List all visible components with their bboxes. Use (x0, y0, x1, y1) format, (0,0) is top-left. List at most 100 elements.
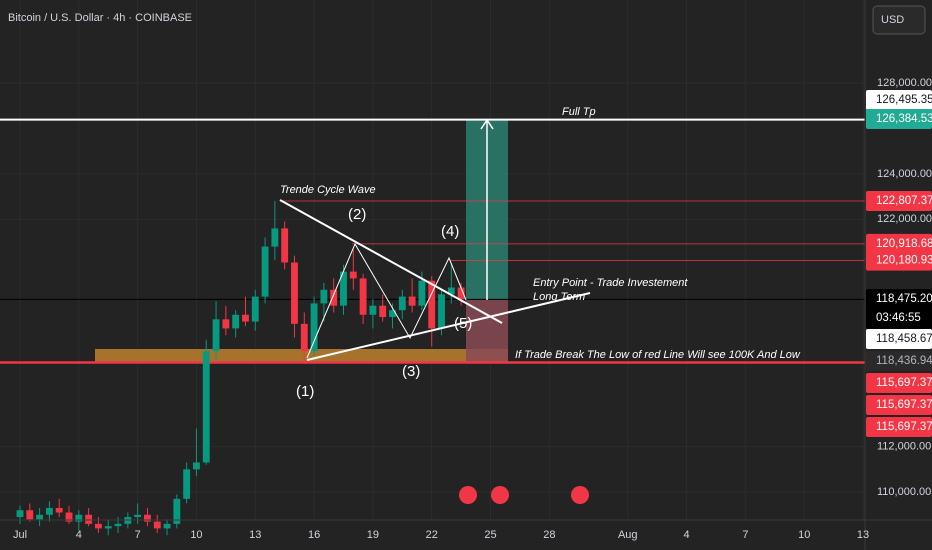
candle-body (438, 294, 445, 329)
candle-body (65, 512, 73, 522)
x-tick-label: 10 (190, 529, 202, 541)
price-tag-label: 118,436.94 (876, 355, 932, 367)
x-tick-label: 16 (308, 529, 320, 541)
candle-body (408, 296, 416, 306)
x-tick-label: 25 (484, 529, 496, 541)
candle-body (16, 510, 24, 518)
candle-body (144, 514, 151, 522)
candles (16, 200, 465, 536)
annotations: Trende Cycle Wave (1) (2) (3) (4) (5) Fu… (280, 106, 801, 400)
y-tick-label: 128,000.00 (877, 77, 932, 89)
event-icon (571, 486, 589, 504)
candle-body (183, 469, 191, 499)
candle-body (291, 262, 298, 324)
levels (0, 118, 865, 364)
candle-body (26, 510, 34, 520)
price-tag-label: 115,697.37 (876, 421, 932, 433)
candle-body (242, 314, 249, 322)
stop-zone (466, 300, 508, 362)
currency-button[interactable] (872, 5, 926, 35)
price-tag (866, 190, 932, 211)
countdown: 03:46:55 (876, 312, 921, 324)
candle-body (36, 514, 44, 520)
price-tag-label: 122,807.37 (876, 195, 932, 207)
price-tag-label: 126,495.35 (876, 94, 932, 106)
annotation: Full Tp (562, 106, 596, 118)
x-tick-label: 4 (76, 529, 82, 541)
x-tick-label: 13 (857, 529, 869, 541)
candle-body (281, 228, 289, 263)
candle-body (232, 314, 240, 329)
wave-line (306, 242, 467, 359)
wave-label: (4) (441, 223, 459, 240)
event-icon (459, 486, 477, 504)
chart-title: Bitcoin / U.S. Dollar · 4h · COINBASE (8, 12, 192, 24)
wave-label: (1) (296, 383, 314, 400)
candle-body (457, 287, 465, 300)
candle-body (310, 303, 318, 352)
candle-body (163, 523, 171, 529)
candle-body (379, 305, 387, 318)
price-tag-label: 115,697.37 (876, 399, 932, 411)
price-tag (866, 90, 932, 110)
candle-body (202, 351, 210, 463)
arrow-head (480, 118, 494, 130)
x-tick-label: 28 (543, 529, 555, 541)
candle-body (222, 319, 230, 329)
candle-body (173, 498, 181, 524)
axes: Jul 4 7 10 13 16 19 22 25 28 Aug 4 7 10 13 110,000.00 11… (13, 77, 932, 541)
y-tick-label: 110,000.00 (877, 486, 931, 498)
drawings (279, 118, 591, 361)
y-tick-label: 124,000.00 (877, 168, 932, 180)
candle-body (428, 280, 436, 329)
candle-body (418, 280, 426, 306)
candle-body (320, 289, 328, 304)
price-tag (866, 109, 932, 129)
price-tag (866, 417, 932, 437)
price-tag-label: 115,697.37 (876, 377, 932, 389)
price-tag-label: 118,458.67 (876, 333, 932, 345)
candle-body (251, 296, 259, 322)
candle-body (193, 462, 200, 470)
x-tick-label: 13 (249, 529, 261, 541)
candle-body (75, 514, 83, 522)
annotation: Long Term (533, 291, 585, 303)
candle-body (369, 305, 377, 315)
event-icon (491, 486, 509, 504)
price-tag (866, 289, 932, 329)
candle-body (85, 514, 93, 524)
price-tag (866, 373, 932, 393)
x-tick-label: 7 (135, 529, 141, 541)
candle-body (349, 271, 357, 279)
candle-body (300, 323, 308, 352)
y-tick-label: 112,000.00 (877, 440, 931, 452)
candle-body (447, 287, 455, 295)
x-tick-label: Jul (13, 529, 27, 541)
x-tick-label: 10 (798, 529, 810, 541)
trendline (306, 292, 591, 361)
support-zone (95, 349, 508, 362)
annotation: Trende Cycle Wave (280, 184, 376, 196)
x-tick-label: 22 (426, 529, 438, 541)
x-tick-label: 19 (367, 529, 379, 541)
price-tag (866, 351, 932, 371)
x-tick-label: 4 (684, 529, 690, 541)
candle-body (398, 296, 406, 311)
x-tick-label: 7 (742, 529, 748, 541)
wave-label: (2) (348, 206, 366, 223)
candle-body (340, 271, 347, 306)
candle-body (104, 526, 112, 529)
trendline (279, 199, 503, 324)
candle-body (153, 521, 161, 529)
price-tag-label: 120,180.93 (876, 255, 932, 267)
price-tag (866, 250, 932, 271)
price-tag (866, 395, 932, 415)
price-tag (866, 233, 932, 254)
currency-label[interactable]: USD (881, 14, 904, 26)
candle-body (94, 523, 102, 529)
wave-label: (3) (402, 363, 420, 380)
price-tag (866, 329, 932, 349)
y-tick-label: 122,000.00 (877, 213, 932, 225)
candle-body (114, 523, 122, 527)
